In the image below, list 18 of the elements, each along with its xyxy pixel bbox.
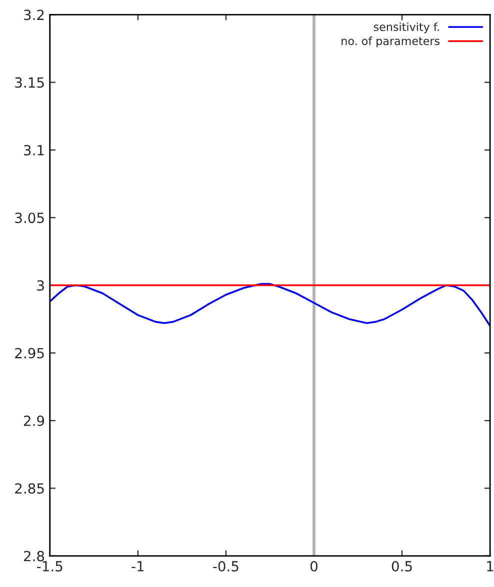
- y-tick-label: 2.85: [15, 483, 44, 494]
- x-tick-label: 0.5: [392, 560, 412, 572]
- y-tick-label: 2.9: [24, 416, 44, 426]
- x-tick-label: -0.5: [213, 560, 238, 572]
- y-tick-label: 3.15: [15, 77, 44, 88]
- y-tick-label: 3.2: [24, 10, 44, 20]
- y-tick-label: 3: [37, 280, 44, 291]
- x-tick-label: -1: [132, 561, 144, 572]
- y-tick-label: 3.1: [24, 144, 44, 156]
- y-tick-label: 3.05: [15, 212, 44, 224]
- x-tick-label: -1.5: [37, 561, 62, 572]
- y-tick-label: 2.8: [24, 550, 44, 562]
- x-tick-label: 1: [487, 561, 494, 572]
- line-series: [50, 283, 490, 327]
- legend-label: sensitivity f.: [374, 22, 439, 34]
- x-tick-label: 0: [310, 560, 318, 572]
- legend-label: no. of parameters: [342, 36, 440, 48]
- y-tick-label: 2.95: [15, 348, 44, 358]
